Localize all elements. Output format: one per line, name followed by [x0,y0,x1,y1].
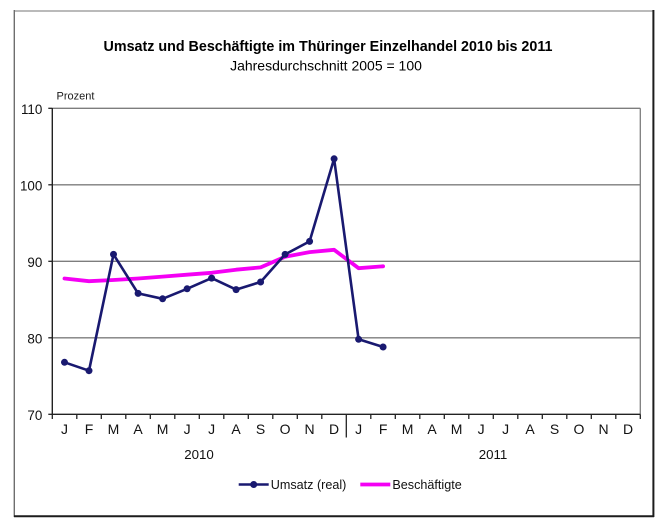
svg-text:F: F [85,421,94,437]
svg-text:D: D [329,421,339,437]
svg-text:O: O [280,421,291,437]
svg-text:A: A [231,421,241,437]
svg-text:100: 100 [20,179,42,194]
svg-text:N: N [305,421,315,437]
svg-text:O: O [574,421,585,437]
svg-text:S: S [550,421,559,437]
svg-text:Jahresdurchschnitt 2005 = 100: Jahresdurchschnitt 2005 = 100 [230,58,422,74]
svg-text:J: J [208,421,215,437]
svg-text:N: N [598,421,608,437]
svg-text:Beschäftigte: Beschäftigte [392,478,461,492]
svg-text:110: 110 [21,102,42,117]
svg-text:J: J [478,421,485,437]
svg-text:2011: 2011 [479,447,508,462]
svg-text:J: J [61,421,68,437]
svg-text:90: 90 [27,255,42,270]
svg-text:J: J [184,421,191,437]
svg-text:S: S [256,421,265,437]
svg-text:M: M [108,421,120,437]
svg-text:D: D [623,421,633,437]
svg-text:M: M [402,421,414,437]
svg-text:A: A [133,421,143,437]
svg-text:F: F [379,421,388,437]
svg-text:80: 80 [27,332,42,347]
svg-text:70: 70 [27,408,42,423]
svg-text:A: A [525,421,535,437]
svg-text:J: J [355,421,362,437]
svg-text:Umsatz und Beschäftigte im Thü: Umsatz und Beschäftigte im Thüringer Ein… [104,39,553,55]
svg-text:Prozent: Prozent [57,91,95,103]
svg-text:M: M [451,421,463,437]
svg-text:J: J [502,421,509,437]
svg-text:Umsatz (real): Umsatz (real) [271,478,347,492]
svg-text:2010: 2010 [184,447,214,462]
svg-text:A: A [427,421,437,437]
svg-text:M: M [157,421,169,437]
